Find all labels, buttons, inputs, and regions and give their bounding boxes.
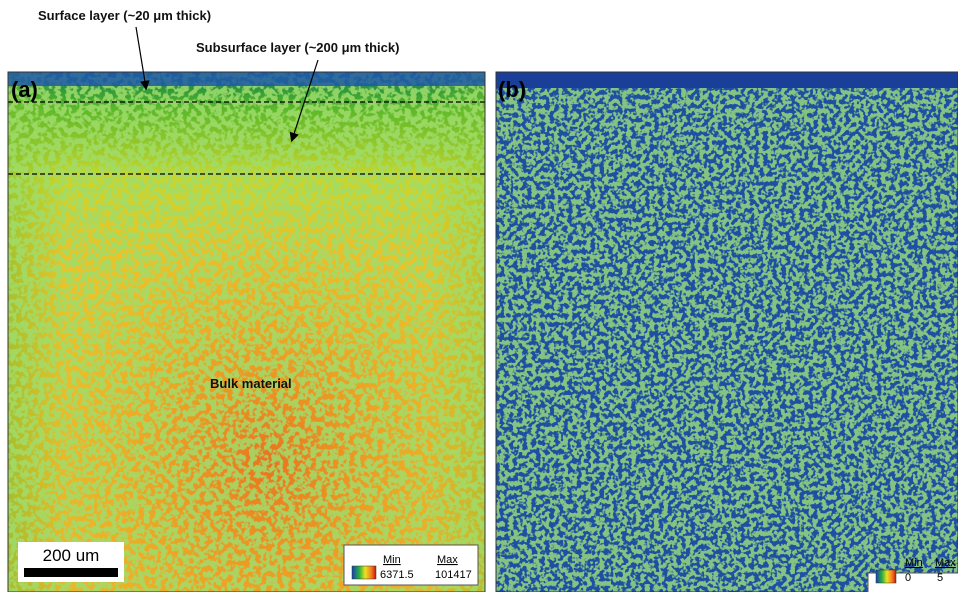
scale-bar: [24, 568, 118, 577]
legend-max-label: Max: [935, 557, 956, 569]
legend-max: 101417: [435, 569, 472, 581]
annotation: Surface layer (~20 μm thick): [38, 8, 211, 23]
scale-bar-label: 200 um: [43, 546, 100, 565]
colorbar: [352, 566, 376, 579]
legend-min-label: Min: [383, 554, 401, 566]
legend-max-label: Max: [437, 554, 458, 566]
panel-a: (a) Bulk material 200 um Min 6371.5 Max …: [8, 72, 485, 592]
legend-min: 0: [905, 572, 911, 584]
panel-b: (b) Min 0 Max 5: [496, 72, 958, 592]
legend-min: 6371.5: [380, 569, 414, 581]
figure: (a) Bulk material 200 um Min 6371.5 Max …: [0, 0, 958, 592]
panel-label: (b): [498, 77, 526, 102]
legend-max: 5: [937, 572, 943, 584]
legend-min-label: Min: [905, 557, 923, 569]
annotation: Subsurface layer (~200 μm thick): [196, 40, 399, 55]
colorbar: [876, 570, 896, 583]
annotation: Bulk material: [210, 376, 292, 391]
panel-label: (a): [11, 77, 38, 102]
